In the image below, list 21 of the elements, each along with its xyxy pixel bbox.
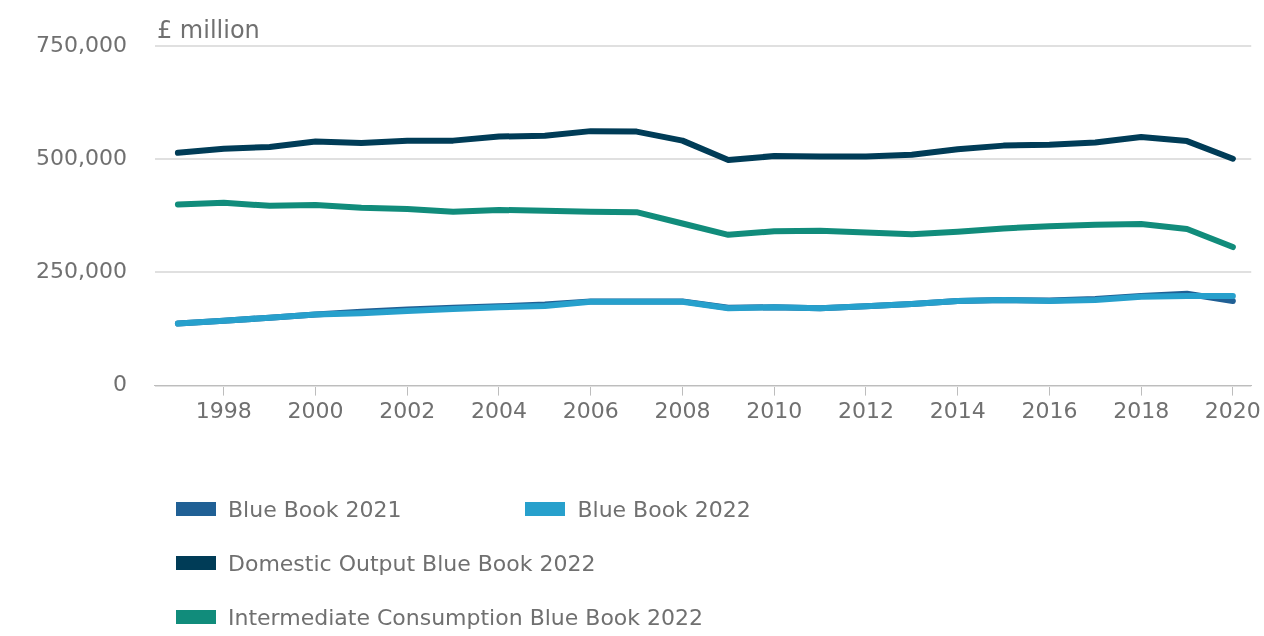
legend-label: Intermediate Consumption Blue Book 2022: [228, 604, 704, 630]
x-tick-label: 1998: [195, 397, 252, 423]
x-tick-label: 2004: [470, 397, 527, 423]
x-tick-label: 2018: [1113, 397, 1170, 423]
x-tick-label: 2008: [654, 397, 711, 423]
x-tick-label: 2016: [1021, 397, 1078, 423]
legend-label: Blue Book 2021: [228, 496, 402, 522]
x-tick-label: 2010: [746, 397, 803, 423]
legend-label: Domestic Output Blue Book 2022: [228, 550, 596, 576]
x-tick-label: 2012: [837, 397, 894, 423]
y-tick-label: 0: [112, 371, 127, 397]
x-tick-label: 2002: [379, 397, 436, 423]
y-tick-label: 500,000: [35, 144, 127, 170]
x-tick-label: 2020: [1204, 397, 1261, 423]
y-axis-title: £ million: [156, 16, 260, 45]
legend-label: Blue Book 2022: [577, 496, 751, 522]
x-tick-label: 2000: [287, 397, 344, 423]
y-tick-label: 250,000: [35, 258, 127, 284]
x-tick-label: 2006: [562, 397, 619, 423]
y-tick-label: 750,000: [35, 31, 127, 57]
x-tick-label: 2014: [929, 397, 986, 423]
